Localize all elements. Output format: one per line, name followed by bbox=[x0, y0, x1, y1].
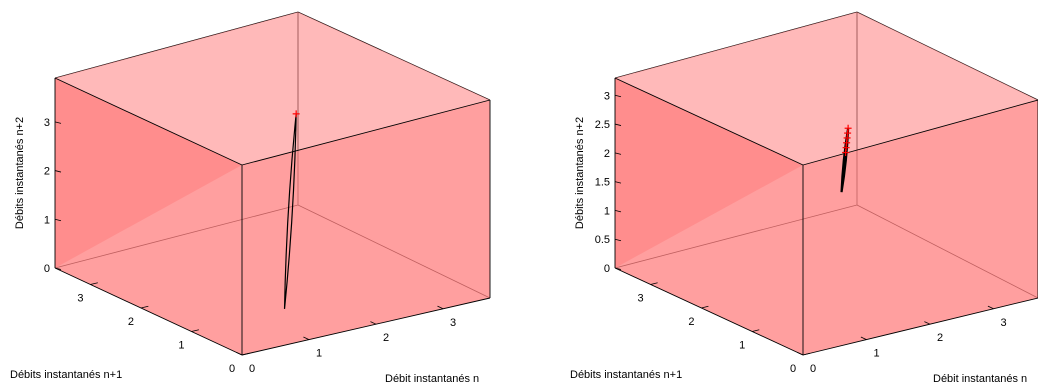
y-tick-mark bbox=[241, 352, 250, 356]
z-tick-label: 2.5 bbox=[595, 119, 610, 131]
trajectory-marker bbox=[292, 110, 300, 118]
x-tick-mark bbox=[797, 352, 804, 356]
floor-edge-x bbox=[802, 297, 1038, 356]
trajectory-marker bbox=[844, 124, 852, 132]
y-tick-label: 0 bbox=[790, 363, 796, 375]
x-tick-mark bbox=[987, 305, 994, 310]
y-tick-mark bbox=[90, 282, 98, 285]
surface-wall-x bbox=[242, 100, 490, 355]
z-tick-label: 3 bbox=[44, 117, 50, 129]
surface-wall-y bbox=[55, 78, 242, 355]
top-front-edge-x bbox=[241, 99, 491, 166]
x-tick-label: 0 bbox=[249, 363, 255, 375]
floor-edge-y bbox=[614, 267, 804, 356]
floor-edge-y bbox=[54, 267, 243, 356]
y-tick-mark bbox=[191, 329, 199, 332]
top-front-edge-y bbox=[54, 77, 243, 166]
z-tick-mark bbox=[54, 170, 62, 173]
y-tick-label: 3 bbox=[638, 292, 644, 304]
x-tick-mark bbox=[236, 352, 243, 356]
y-tick-mark bbox=[140, 305, 149, 309]
z-tick-mark bbox=[614, 238, 622, 242]
x-tick-mark bbox=[437, 305, 444, 310]
z-tick-label: 1.5 bbox=[595, 177, 610, 189]
y-tick-mark bbox=[701, 305, 709, 309]
y-tick-mark bbox=[802, 352, 811, 356]
x-tick-label: 3 bbox=[450, 317, 456, 329]
z-tick-mark bbox=[614, 94, 622, 98]
x-axis-label: Débit instantanés n bbox=[385, 373, 479, 385]
z-tick-label: 0.5 bbox=[595, 234, 610, 246]
z-tick-mark bbox=[54, 218, 62, 222]
y-tick-mark bbox=[650, 282, 658, 285]
z-tick-mark bbox=[54, 121, 62, 124]
z-tick-mark bbox=[614, 123, 622, 126]
y-tick-label: 1 bbox=[178, 339, 184, 351]
chart-panel-1: 0 1 2 3 0 1 2 3 0 1 2 3 Débit instantanés n Débits in… bbox=[10, 11, 491, 385]
x-tick-mark bbox=[303, 336, 310, 340]
y-tick-mark bbox=[752, 329, 760, 332]
x-tick-label: 3 bbox=[1000, 317, 1006, 329]
z-tick-label: 0 bbox=[604, 263, 610, 275]
top-front-edge-x bbox=[802, 99, 1038, 166]
z-tick-mark bbox=[614, 267, 622, 270]
x-tick-mark bbox=[924, 321, 931, 325]
z-tick-label: 2 bbox=[604, 148, 610, 160]
z-tick-label: 1 bbox=[604, 205, 610, 217]
y-tick-label: 2 bbox=[688, 316, 694, 328]
x-tick-label: 0 bbox=[810, 363, 816, 375]
x-tick-mark bbox=[370, 321, 377, 325]
y-tick-label: 3 bbox=[77, 292, 83, 304]
x-tick-label: 2 bbox=[383, 332, 389, 344]
z-tick-label: 2 bbox=[44, 166, 50, 178]
z-tick-mark bbox=[54, 267, 62, 270]
z-axis-label: Débits instantanés n+2 bbox=[574, 117, 586, 229]
z-tick-mark bbox=[614, 210, 622, 213]
z-axis-label: Débits instantanés n+2 bbox=[14, 117, 26, 229]
z-tick-mark bbox=[614, 152, 622, 155]
x-tick-label: 2 bbox=[937, 332, 943, 344]
y-tick-label: 1 bbox=[739, 339, 745, 351]
x-axis-label: Débit instantanés n bbox=[933, 373, 1027, 385]
x-tick-label: 1 bbox=[873, 348, 879, 360]
z-tick-label: 0 bbox=[44, 263, 50, 275]
chart-panel-2: 0 1 2 3 0 1 2 3 0 0.5 1 1.5 2 2.5 3 Débit instantanés n… bbox=[570, 11, 1038, 385]
z-tick-mark bbox=[614, 181, 622, 184]
floor-edge-x bbox=[241, 297, 491, 356]
x-tick-mark bbox=[860, 336, 867, 340]
z-tick-label: 1 bbox=[44, 214, 50, 226]
y-axis-label: Débits instantanés n+1 bbox=[570, 369, 682, 381]
surface-wall-x bbox=[803, 100, 1038, 355]
x-tick-label: 1 bbox=[316, 348, 322, 360]
y-axis-label: Débits instantanés n+1 bbox=[10, 369, 122, 381]
top-front-edge-y bbox=[614, 77, 804, 166]
surface-wall-y bbox=[615, 78, 803, 355]
y-tick-label: 2 bbox=[128, 316, 134, 328]
z-tick-label: 3 bbox=[604, 90, 610, 102]
y-tick-label: 0 bbox=[229, 363, 235, 375]
